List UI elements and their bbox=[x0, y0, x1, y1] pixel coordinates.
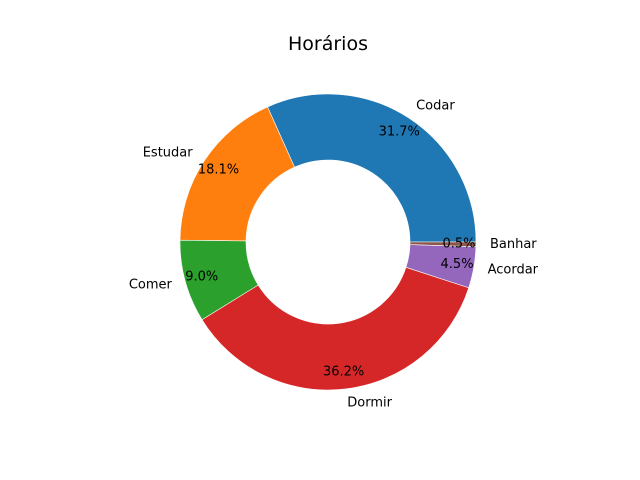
category-label-estudar: Estudar bbox=[143, 146, 194, 161]
value-label-comer: 9.0% bbox=[185, 269, 218, 284]
value-label-dormir: 36.2% bbox=[323, 365, 364, 380]
slices-group bbox=[179, 93, 477, 391]
category-label-acordar: Acordar bbox=[488, 262, 539, 277]
slice-banhar bbox=[409, 241, 477, 247]
value-label-codar: 31.7% bbox=[379, 125, 420, 140]
category-label-banhar: Banhar bbox=[490, 237, 537, 252]
value-label-banhar: 0.5% bbox=[442, 237, 475, 252]
category-label-comer: Comer bbox=[129, 278, 173, 293]
value-label-acordar: 4.5% bbox=[441, 257, 474, 272]
value-label-estudar: 18.1% bbox=[198, 163, 239, 178]
slice-dormir bbox=[201, 266, 470, 391]
slice-codar bbox=[267, 93, 477, 243]
labels-group: 31.7% Codar 18.1% Estudar 9.0% Comer 36.2% Dorm… bbox=[129, 99, 539, 411]
category-label-dormir: Dormir bbox=[347, 395, 392, 410]
chart-title: Horários bbox=[288, 33, 368, 55]
category-label-codar: Codar bbox=[416, 99, 455, 114]
